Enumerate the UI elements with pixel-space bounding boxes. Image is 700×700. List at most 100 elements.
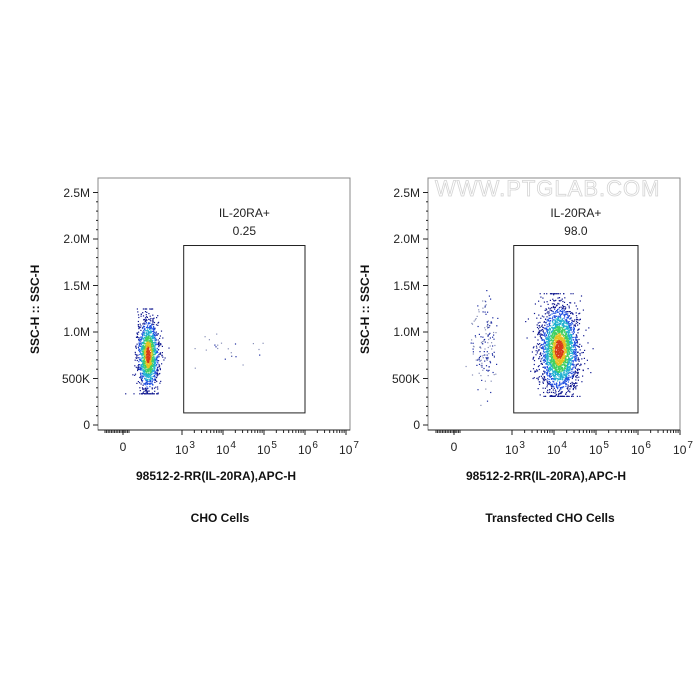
x-tick-label: 107 bbox=[673, 440, 693, 457]
event-dot bbox=[572, 393, 574, 395]
event-dot bbox=[495, 332, 497, 334]
event-dot bbox=[143, 355, 145, 357]
event-dot bbox=[152, 335, 154, 337]
event-dot bbox=[567, 388, 569, 390]
event-dot bbox=[150, 332, 152, 334]
event-dot bbox=[554, 326, 556, 328]
event-dot bbox=[575, 342, 577, 344]
event-dot bbox=[558, 364, 560, 366]
event-dot bbox=[154, 373, 156, 375]
event-dot bbox=[551, 336, 553, 338]
event-dot bbox=[556, 318, 559, 320]
event-dot bbox=[147, 349, 149, 351]
event-dot bbox=[158, 360, 160, 362]
event-dot bbox=[561, 298, 563, 300]
event-dot bbox=[543, 321, 546, 323]
event-dot bbox=[545, 328, 547, 330]
event-dot bbox=[543, 361, 545, 363]
event-dot bbox=[567, 351, 569, 353]
event-dot bbox=[578, 313, 580, 315]
event-dot bbox=[545, 339, 547, 341]
event-dot bbox=[544, 387, 546, 389]
event-dot bbox=[556, 370, 558, 372]
event-dot bbox=[554, 306, 556, 309]
event-dot bbox=[563, 361, 565, 363]
event-dot bbox=[553, 346, 555, 348]
event-dot bbox=[554, 354, 556, 356]
event-dot bbox=[575, 320, 578, 322]
event-dot bbox=[571, 381, 573, 383]
event-dot bbox=[543, 316, 545, 318]
event-dot bbox=[143, 323, 145, 325]
event-dot bbox=[563, 358, 565, 360]
event-dot bbox=[553, 350, 555, 352]
event-dot bbox=[551, 317, 553, 320]
event-dot bbox=[489, 362, 492, 364]
event-dot bbox=[550, 348, 552, 350]
event-dot bbox=[574, 373, 576, 375]
event-dot bbox=[542, 346, 544, 348]
event-dot bbox=[145, 376, 147, 378]
event-dot bbox=[563, 345, 565, 347]
event-dot bbox=[148, 377, 150, 379]
event-dot bbox=[541, 348, 543, 350]
event-dot bbox=[550, 338, 552, 340]
event-dot bbox=[154, 367, 156, 369]
event-dot bbox=[155, 334, 157, 336]
event-dot bbox=[560, 336, 562, 338]
event-dot bbox=[552, 312, 554, 314]
event-dot bbox=[557, 360, 559, 362]
event-dot bbox=[565, 373, 567, 375]
event-dot bbox=[487, 375, 489, 377]
event-dot bbox=[569, 368, 571, 370]
event-dot bbox=[564, 328, 567, 330]
event-dot bbox=[549, 355, 552, 358]
event-dot bbox=[145, 343, 147, 345]
event-dot bbox=[546, 391, 548, 393]
gate-rectangle[interactable] bbox=[513, 245, 639, 414]
event-dot bbox=[552, 324, 554, 326]
event-dot bbox=[134, 351, 136, 353]
event-dot bbox=[576, 335, 578, 337]
event-dot bbox=[137, 324, 139, 326]
event-dot bbox=[548, 343, 550, 345]
event-dot bbox=[549, 373, 551, 375]
event-dot bbox=[558, 390, 560, 393]
event-dot bbox=[574, 371, 576, 373]
event-dot bbox=[581, 352, 583, 354]
event-dot bbox=[146, 334, 148, 337]
event-dot bbox=[157, 392, 159, 394]
event-dot bbox=[564, 364, 567, 366]
gate-rectangle[interactable] bbox=[183, 245, 306, 414]
event-dot bbox=[155, 360, 157, 362]
event-dot bbox=[147, 323, 149, 325]
event-dot bbox=[568, 378, 570, 380]
event-dot bbox=[544, 377, 546, 379]
event-dot bbox=[142, 363, 144, 366]
event-dot bbox=[560, 322, 562, 324]
event-dot bbox=[562, 354, 564, 356]
event-dot bbox=[148, 374, 150, 376]
event-dot bbox=[562, 310, 564, 312]
event-dot bbox=[155, 352, 157, 354]
event-dot bbox=[566, 375, 568, 377]
event-dot bbox=[157, 388, 159, 390]
event-dot bbox=[565, 340, 567, 342]
event-dot bbox=[487, 325, 489, 327]
event-dot bbox=[145, 358, 147, 360]
event-dot bbox=[570, 352, 572, 354]
event-dot bbox=[145, 383, 147, 385]
event-dot bbox=[539, 353, 541, 355]
event-dot bbox=[567, 381, 569, 383]
event-dot bbox=[154, 366, 156, 368]
event-dot bbox=[572, 367, 574, 369]
event-dot bbox=[557, 335, 559, 337]
event-dot bbox=[562, 320, 564, 322]
event-dot bbox=[157, 370, 159, 372]
event-dot bbox=[552, 340, 554, 342]
event-dot bbox=[553, 381, 555, 383]
event-dot bbox=[215, 346, 217, 348]
event-dot bbox=[569, 324, 571, 327]
event-dot bbox=[552, 343, 554, 345]
event-dot bbox=[541, 339, 543, 341]
